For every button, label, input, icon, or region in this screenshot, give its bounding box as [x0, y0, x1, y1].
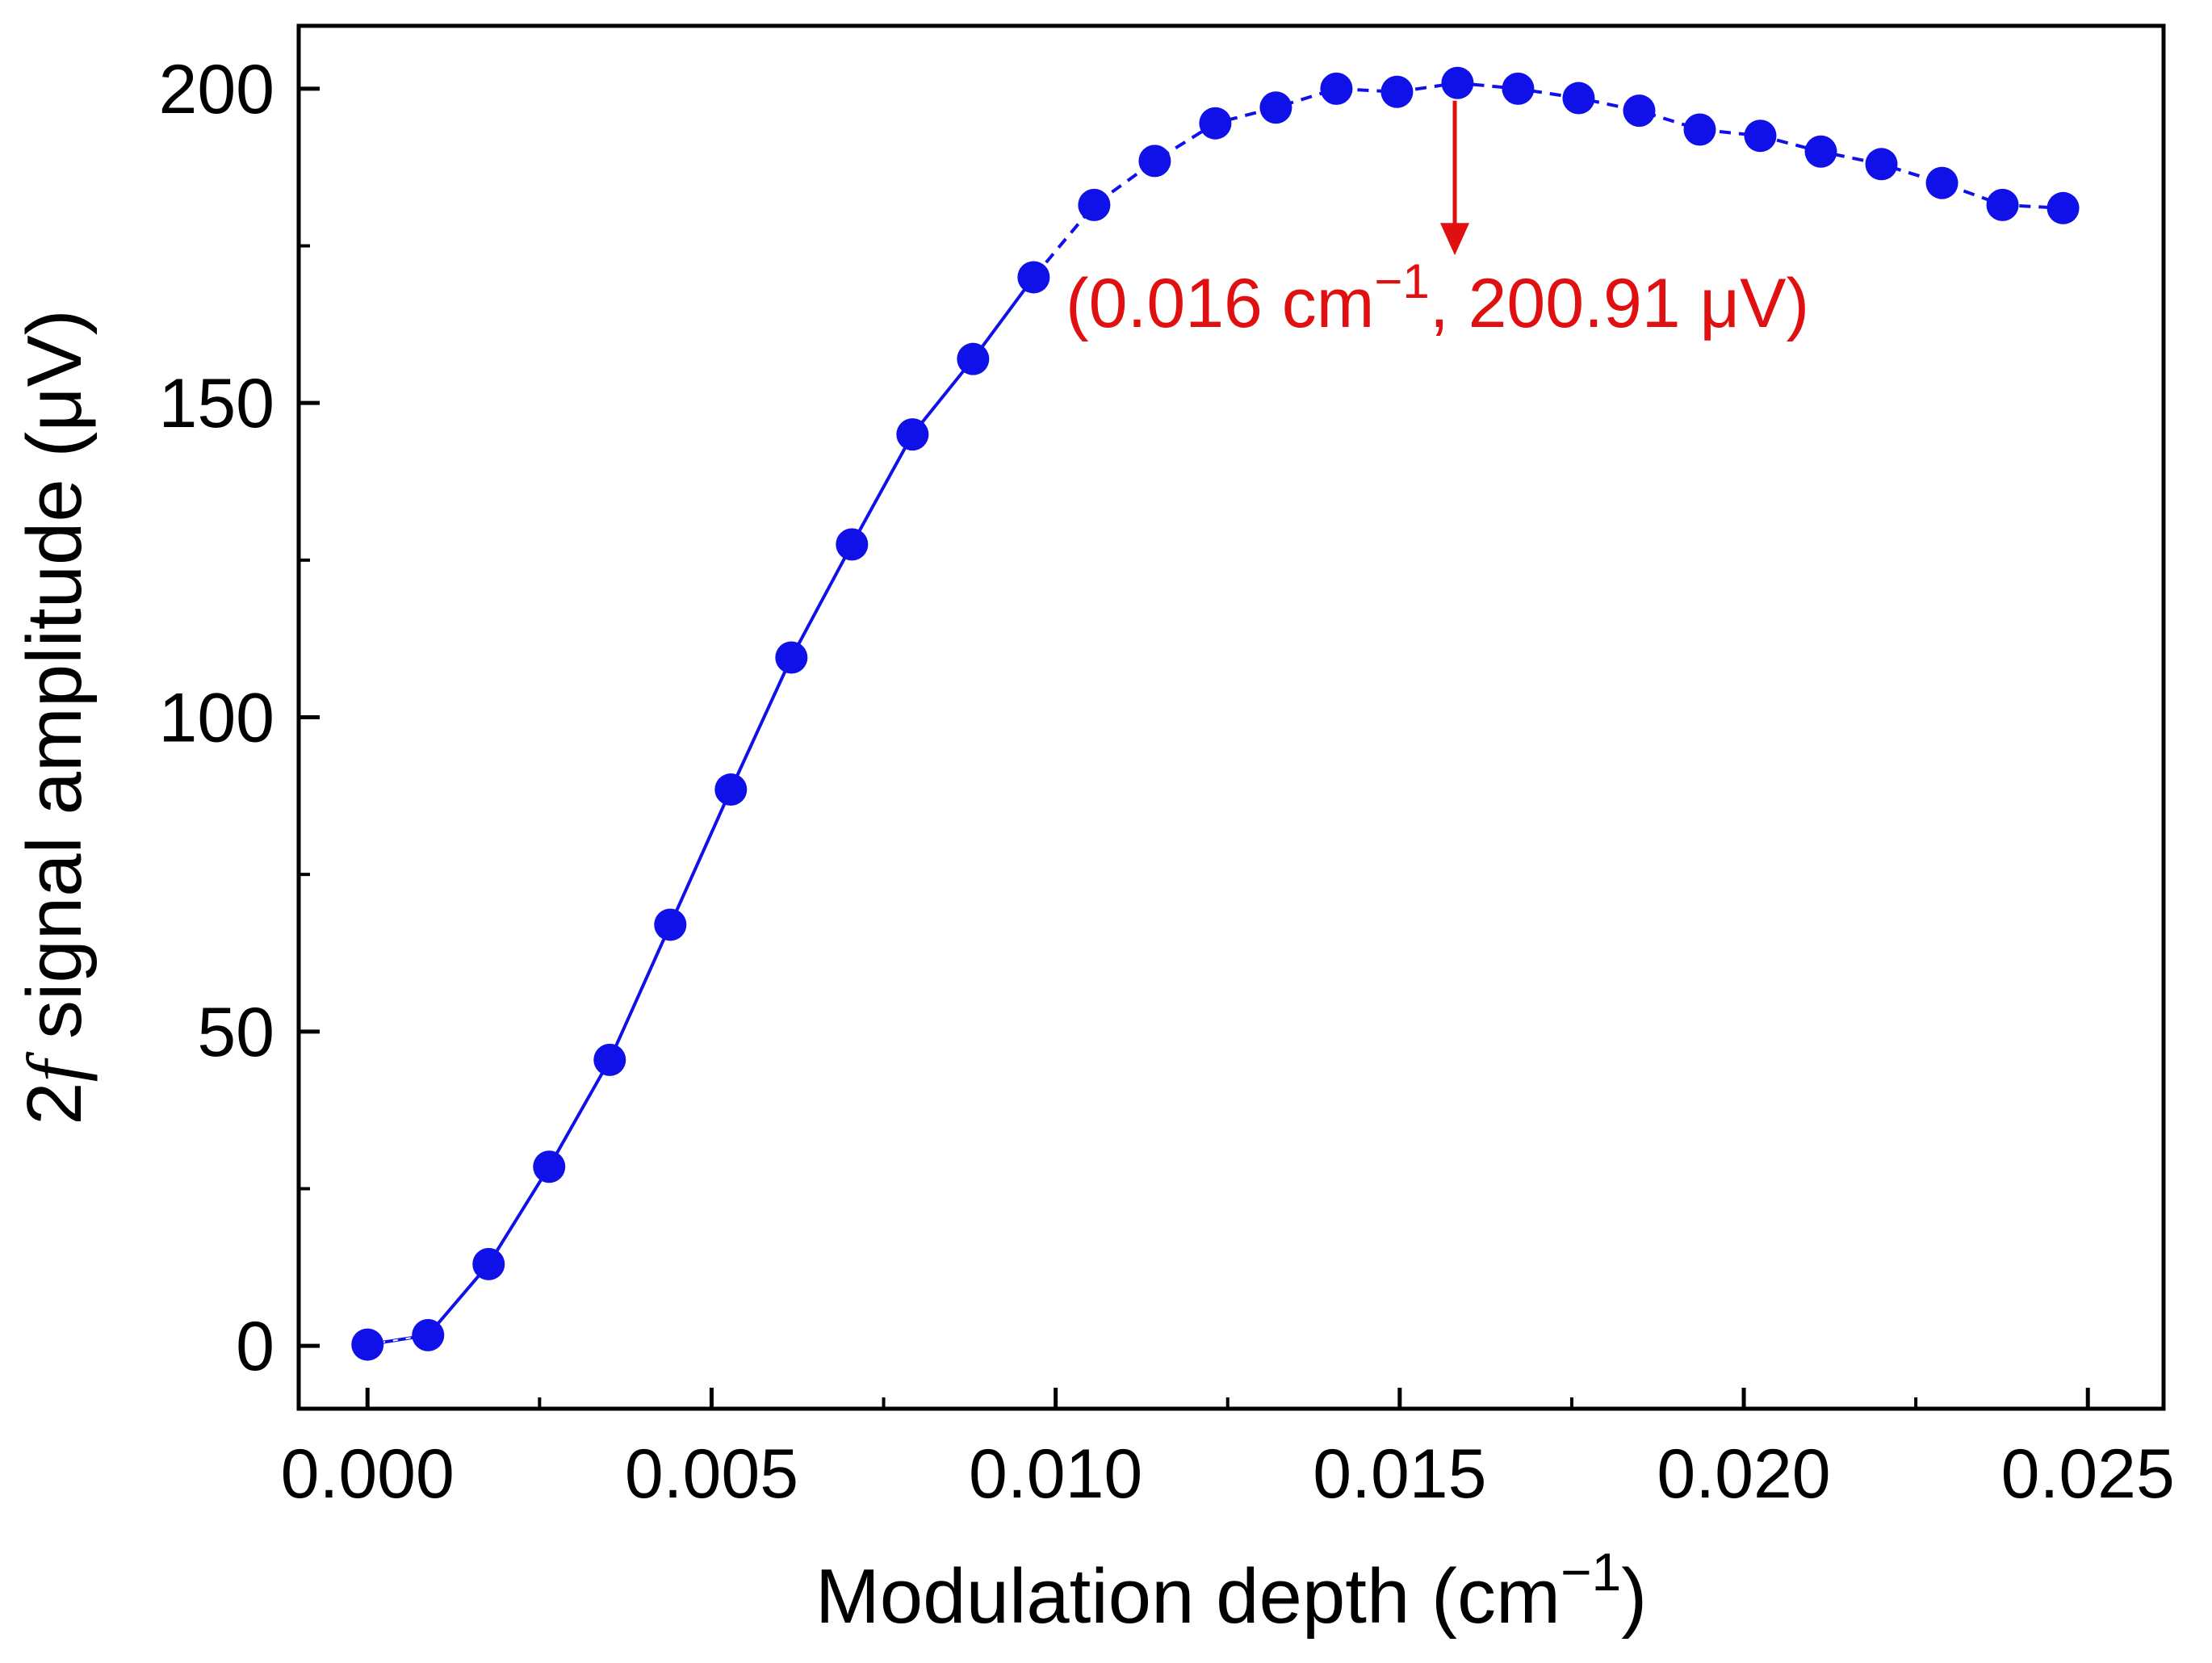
series-line-gap [367, 1334, 429, 1346]
x-tick-label: 0.025 [2001, 1435, 2175, 1513]
y-tick-label: 200 [159, 51, 275, 128]
plot-frame [296, 23, 2166, 1411]
y-tick-label: 100 [159, 680, 275, 757]
data-point [1804, 135, 1837, 168]
data-point [1138, 145, 1171, 178]
data-point [775, 641, 808, 674]
data-point [2047, 191, 2080, 224]
data-point [1199, 107, 1232, 140]
data-point [533, 1150, 566, 1183]
x-tick-label: 0.015 [1313, 1435, 1486, 1513]
data-point [1502, 72, 1535, 105]
data-point [896, 418, 929, 451]
data-point [593, 1043, 626, 1076]
annotation-arrow-head [1440, 223, 1470, 256]
x-tick-label: 0.020 [1657, 1435, 1830, 1513]
x-tick-label: 0.005 [625, 1435, 798, 1513]
data-point [1441, 66, 1474, 99]
y-tick-label: 50 [197, 994, 274, 1071]
data-point [1683, 113, 1716, 146]
data-point [1925, 166, 1959, 199]
data-point [836, 528, 869, 561]
data-point [654, 908, 687, 941]
y-axis-title: 2f signal amplitude (μV) [11, 309, 98, 1125]
series-line-dashed [1032, 81, 2063, 279]
data-point [1744, 119, 1777, 153]
data-point [1865, 148, 1898, 181]
y-tick-label: 0 [236, 1308, 274, 1385]
data-point [1623, 94, 1656, 128]
x-tick-label: 0.000 [281, 1435, 455, 1513]
data-point [1562, 82, 1595, 115]
series-line-solid [367, 276, 1036, 1347]
data-point [957, 342, 990, 375]
data-point [1078, 188, 1111, 221]
data-point [1017, 261, 1050, 294]
data-point [1259, 91, 1292, 124]
annotation-label: (0.016 cm−1, 200.91 μV) [1066, 254, 1809, 342]
data-point [351, 1328, 384, 1361]
data-point [714, 773, 748, 806]
x-tick-label: 0.010 [969, 1435, 1142, 1513]
y-tick-label: 150 [159, 365, 275, 442]
data-point [1320, 72, 1353, 105]
data-point [412, 1318, 445, 1351]
data-point [472, 1247, 505, 1280]
x-axis-title: Modulation depth (cm−1) [815, 1542, 1647, 1640]
data-point [1380, 75, 1414, 108]
data-point [1986, 188, 2019, 221]
